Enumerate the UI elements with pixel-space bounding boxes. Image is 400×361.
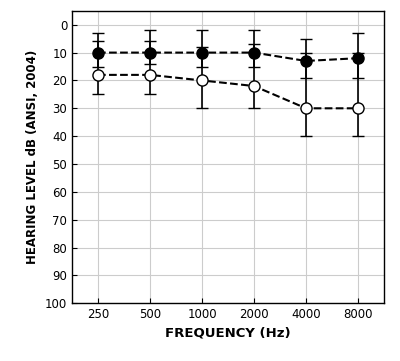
X-axis label: FREQUENCY (Hz): FREQUENCY (Hz) xyxy=(165,327,291,340)
Y-axis label: HEARING LEVEL dB (ANSI, 2004): HEARING LEVEL dB (ANSI, 2004) xyxy=(26,50,39,264)
